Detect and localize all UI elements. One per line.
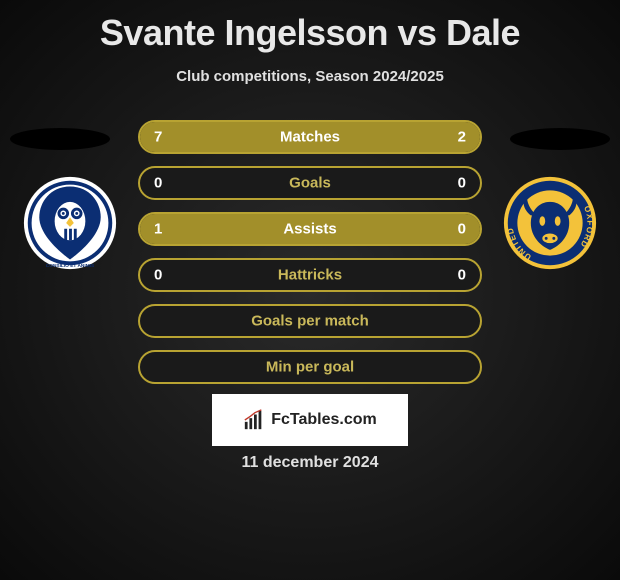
stat-row-hattricks: Hattricks0 0 [138,258,482,292]
bar-value-left: 7 [154,129,162,146]
bar-label: Goals [140,175,480,192]
bar-label: Assists [140,221,480,238]
shadow-left [10,128,110,150]
branding-text: FcTables.com [271,411,377,429]
bar-label: Min per goal [140,359,480,376]
subtitle: Club competitions, Season 2024/2025 [0,68,620,85]
sheffield-wednesday-crest-icon: CONSILIO ET ANIMIS [22,175,118,271]
stat-row-goals-per-match: Goals per match [138,304,482,338]
bar-value-right: 0 [458,267,466,284]
bar-label: Hattricks [140,267,480,284]
bar-value-left: 0 [154,267,162,284]
stat-row-assists: Assists1 0 [138,212,482,246]
crest-left: CONSILIO ET ANIMIS [22,175,118,271]
bar-value-right: 2 [458,129,466,146]
svg-text:CONSILIO ET ANIMIS: CONSILIO ET ANIMIS [46,263,94,269]
bar-value-left: 0 [154,175,162,192]
crest-right: OXFORD UNITED [502,175,598,271]
fctables-logo-icon [243,409,265,431]
bar-value-right: 0 [458,221,466,238]
bar-value-right: 0 [458,175,466,192]
oxford-united-crest-icon: OXFORD UNITED [502,175,598,271]
stat-row-goals: Goals0 0 [138,166,482,200]
bar-label: Goals per match [140,313,480,330]
stat-row-matches: Matches7 2 [138,120,482,154]
branding-badge: FcTables.com [212,394,408,446]
stat-row-min-per-goal: Min per goal [138,350,482,384]
shadow-right [510,128,610,150]
stat-bars: Matches72Goals00Assists10Hattricks00Goal… [138,120,482,396]
page-title: Svante Ingelsson vs Dale [0,0,620,54]
bar-value-left: 1 [154,221,162,238]
bar-label: Matches [140,129,480,146]
date-text: 11 december 2024 [0,454,620,472]
